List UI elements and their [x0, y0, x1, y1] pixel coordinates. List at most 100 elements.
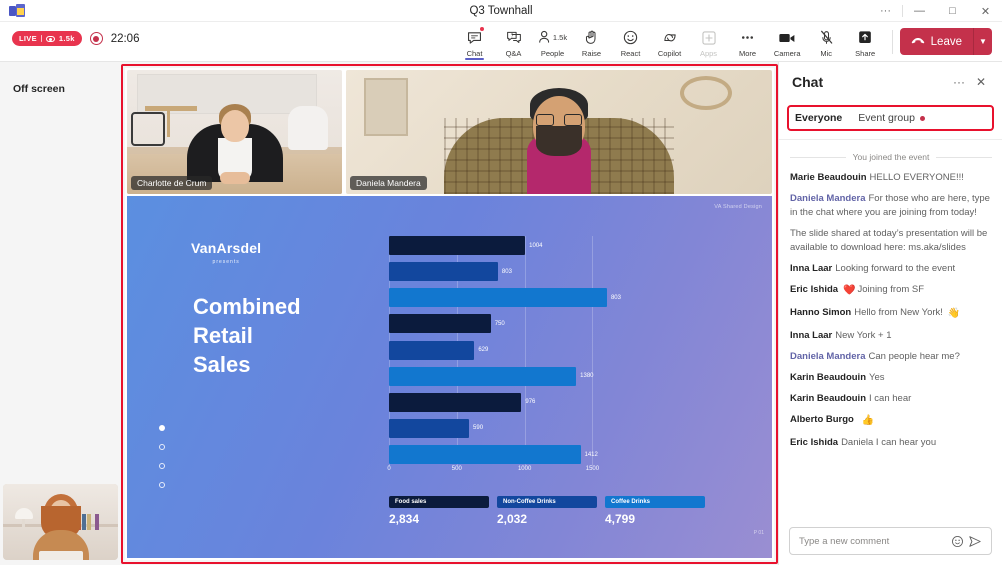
tool-chat[interactable]: Chat — [455, 24, 494, 60]
legend-item: Non-Coffee Drinks 2,032 — [497, 496, 597, 526]
chart-bar — [389, 418, 470, 438]
recording-indicator-icon[interactable] — [89, 32, 103, 45]
video-tile[interactable]: Daniela Mandera — [346, 70, 772, 194]
device-controls: Camera Mic Share Leave ▼ — [768, 24, 992, 58]
chat-message-author[interactable]: Daniela Mandera — [790, 350, 866, 362]
slide-nav-dot[interactable] — [159, 425, 165, 431]
legend-total: 2,032 — [497, 512, 528, 526]
chart-bar-value: 1412 — [584, 451, 598, 458]
tool-mic-label: Mic — [820, 49, 832, 58]
minimize-icon[interactable]: — — [914, 5, 925, 17]
legend-label: Coffee Drinks — [605, 496, 705, 508]
tool-apps[interactable]: Apps — [689, 24, 728, 58]
tool-qna[interactable]: ? Q&A — [494, 24, 533, 58]
brand-name: VanArsdel — [191, 240, 262, 256]
chart-legend: Food sales 2,834 Non-Coffee Drinks 2,032 Cof… — [389, 496, 705, 526]
slide-nav-dots[interactable] — [159, 425, 165, 488]
participant-name: Daniela Mandera — [350, 176, 427, 190]
tool-people[interactable]: 1.5k People — [533, 24, 572, 58]
more-window-options-icon[interactable]: ··· — [880, 5, 891, 17]
window-title: Q3 Townhall — [469, 4, 533, 17]
live-status-group: LIVE 1.5k 22:06 — [12, 31, 139, 46]
chat-message-author: Marie Beaudouin — [790, 172, 867, 183]
chart-bars: 1004 803 803 750 629 1380 976 590 1412 — [389, 236, 702, 464]
x-tick-label: 500 — [451, 466, 462, 472]
chat-panel: Chat ··· ✕ Everyone Event group You join… — [778, 62, 1002, 565]
stage-highlight-annotation: Charlotte de Crum Daniela Mandera VA Sha… — [121, 64, 778, 564]
tool-more[interactable]: More — [728, 24, 767, 58]
self-view-thumbnail[interactable] — [3, 484, 118, 560]
chart-bar-row: 629 — [389, 340, 702, 360]
qna-icon: ? — [505, 28, 523, 47]
tool-share[interactable]: Share — [846, 24, 885, 58]
tab-event-group[interactable]: Event group — [857, 110, 926, 126]
meeting-tools: Chat ? Q&A 1.5k People Raise — [455, 24, 767, 60]
chat-title: Chat — [792, 74, 824, 90]
tool-camera[interactable]: Camera — [768, 24, 807, 58]
tool-react-label: React — [620, 49, 641, 58]
legend-total: 2,834 — [389, 512, 420, 526]
chat-message: Inna Laar Looking forward to the event — [790, 262, 992, 276]
chat-message-author: Alberto Burgo — [790, 414, 854, 426]
chat-message: Karin Beaudouin Yes — [790, 371, 992, 385]
slide-nav-dot[interactable] — [159, 482, 165, 488]
hangup-icon — [911, 36, 925, 48]
tool-copilot[interactable]: Copilot — [650, 24, 689, 58]
chat-close-icon[interactable]: ✕ — [975, 75, 987, 89]
slide-page-marker: P 01 — [753, 530, 764, 536]
viewer-count: 1.5k — [58, 34, 75, 43]
chat-message: Karin Beaudouin I can hear — [790, 392, 992, 406]
meeting-toolbar: LIVE 1.5k 22:06 Chat ? Q&A — [0, 22, 1002, 62]
slide-nav-dot[interactable] — [159, 463, 165, 469]
legend-item: Food sales 2,834 — [389, 496, 489, 526]
slide-brand: VanArsdel presents — [191, 240, 261, 265]
chat-message-list[interactable]: You joined the event Marie Beaudouin HELL… — [779, 140, 1002, 519]
close-icon[interactable]: ✕ — [980, 5, 991, 18]
shared-slide[interactable]: VA Shared Design P 01 VanArsdel presents… — [127, 196, 772, 558]
video-tile[interactable]: Charlotte de Crum — [127, 70, 342, 194]
chat-message-text: For those who are here, type in the chat… — [790, 193, 990, 219]
slide-nav-dot[interactable] — [159, 444, 165, 450]
gridline — [592, 236, 594, 466]
chat-message-text: Can people hear me? — [868, 350, 960, 362]
leave-button[interactable]: Leave — [899, 28, 973, 55]
participant-name: Charlotte de Crum — [131, 176, 213, 190]
offscreen-label: Off screen — [13, 83, 65, 95]
chat-more-options-icon[interactable]: ··· — [953, 75, 965, 89]
tool-copilot-label: Copilot — [657, 49, 682, 58]
meeting-stage: Charlotte de Crum Daniela Mandera VA Sha… — [125, 68, 774, 560]
system-message-text: You joined the event — [852, 152, 930, 162]
brand-subtitle: presents — [212, 259, 240, 265]
tool-raise[interactable]: Raise — [572, 24, 611, 58]
tool-react[interactable]: React — [611, 24, 650, 58]
chat-message: Marie Beaudouin HELLO EVERYONE!!! — [790, 171, 992, 185]
react-smiley-icon — [622, 28, 639, 47]
slide-headline: Combined Retail Sales — [193, 292, 301, 379]
bar-chart: 1004 803 803 750 629 1380 976 590 1412 0 500 1000 1… — [387, 236, 702, 480]
maximize-icon[interactable]: □ — [949, 5, 956, 17]
x-tick-label: 1500 — [585, 466, 600, 472]
share-icon — [857, 28, 873, 47]
reaction-emoji-icon: 👍 — [858, 415, 875, 427]
divider — [891, 30, 893, 54]
live-label: LIVE — [19, 34, 37, 43]
chat-message-author: Karin Beaudouin — [790, 371, 867, 383]
leave-options-chevron-down-icon[interactable]: ▼ — [973, 28, 992, 55]
chat-message-author[interactable]: Daniela Mandera — [790, 193, 866, 205]
chat-message-text: Yes — [869, 371, 885, 383]
slide-watermark: VA Shared Design — [714, 204, 762, 210]
tab-everyone[interactable]: Everyone — [794, 110, 843, 126]
title-bar: Q3 Townhall ··· — □ ✕ — [0, 0, 1002, 22]
tool-mic[interactable]: Mic — [807, 24, 846, 58]
chat-message: Daniela Mandera Can people hear me? — [790, 350, 992, 364]
chat-input-box[interactable]: Type a new comment — [789, 527, 992, 555]
chart-bar — [389, 288, 607, 308]
divider — [779, 139, 1002, 140]
emoji-icon[interactable] — [948, 532, 966, 550]
chart-bar-row: 1004 — [389, 236, 702, 255]
send-icon[interactable] — [966, 532, 984, 550]
headline-line-3: Sales — [193, 352, 251, 378]
copilot-icon — [661, 28, 679, 47]
chat-message-text: Joining from SF — [857, 284, 925, 296]
